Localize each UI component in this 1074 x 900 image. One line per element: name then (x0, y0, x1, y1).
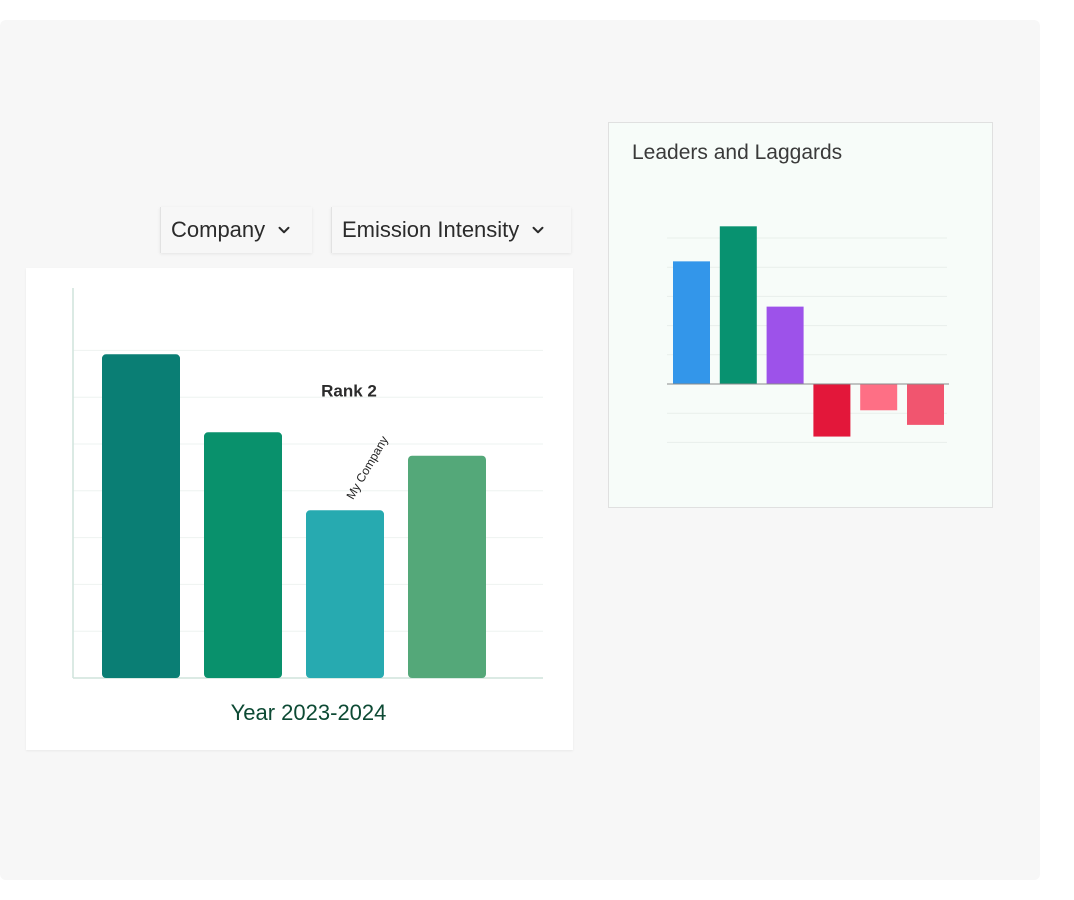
x-axis-label: Year 2023-2024 (230, 700, 387, 725)
metric-dropdown[interactable]: Emission Intensity (331, 207, 571, 253)
rank-annotation: Rank 2 (321, 381, 377, 400)
company-comparison-card: My Company Rank 2 Year 2023-2024 (26, 268, 573, 750)
bar (719, 226, 757, 384)
bar (408, 455, 486, 678)
company-dropdown-label: Company (171, 217, 266, 242)
chevron-down-icon (532, 226, 544, 234)
bar (813, 384, 851, 437)
bar (673, 261, 710, 384)
bar (102, 354, 180, 678)
leaders-laggards-chart (667, 226, 949, 443)
bar (907, 384, 944, 425)
bar (766, 306, 804, 384)
bar (306, 510, 384, 678)
company-dropdown[interactable]: Company (160, 207, 312, 253)
leaders-laggards-title: Leaders and Laggards (632, 141, 843, 164)
bar (860, 384, 898, 411)
metric-dropdown-label: Emission Intensity (342, 217, 520, 242)
leaders-laggards-card: Leaders and Laggards (608, 122, 993, 508)
bar (204, 432, 282, 678)
leaders-laggards-background: Leaders and Laggards (609, 123, 992, 507)
chevron-down-icon (278, 226, 290, 234)
